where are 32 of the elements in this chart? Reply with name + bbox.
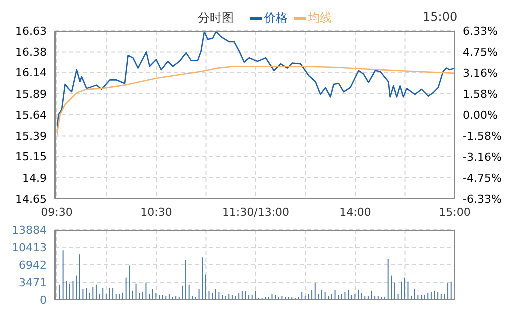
y2-tick-label: 1.58% bbox=[463, 88, 498, 102]
y2-tick-label: 0.00% bbox=[463, 109, 498, 122]
x-tick-label: 11:30/13:00 bbox=[222, 206, 290, 219]
y-tick-label: 15.64 bbox=[16, 109, 47, 122]
y2-tick-label: -3.16% bbox=[463, 150, 502, 164]
y-tick-label: 14.9 bbox=[22, 172, 47, 185]
y-tick-label: 15.15 bbox=[16, 150, 47, 164]
y-tick-label: 15.39 bbox=[16, 130, 47, 144]
y-tick-label: 6942 bbox=[19, 259, 47, 272]
y2-tick-label: -1.58% bbox=[463, 130, 502, 143]
x-tick-label: 10:30 bbox=[140, 206, 172, 219]
y-tick-label: 3471 bbox=[19, 276, 47, 290]
chart-title: 分时图 bbox=[198, 10, 234, 27]
y-tick-label: 10413 bbox=[12, 242, 47, 254]
text: 15:00 bbox=[423, 10, 458, 24]
y2-tick-label: 3.16% bbox=[463, 67, 498, 80]
y2-tick-label: -4.75% bbox=[463, 172, 502, 186]
y-tick-label: 16.38 bbox=[16, 46, 47, 60]
y-tick-label: 16.63 bbox=[16, 25, 47, 38]
y-tick-label: 0 bbox=[40, 294, 47, 307]
y-tick-label: 13884 bbox=[12, 224, 47, 237]
y2-tick-label: 6.33% bbox=[463, 25, 498, 38]
y-tick-label: 15.89 bbox=[16, 88, 47, 101]
legend-label: 价格 bbox=[264, 10, 288, 27]
y2-tick-label: -6.33% bbox=[463, 193, 502, 206]
y-tick-label: 16.14 bbox=[16, 66, 47, 80]
x-tick-label: 15:00 bbox=[439, 206, 471, 219]
x-tick-label: 14:00 bbox=[340, 206, 372, 219]
legend-label: 均线 bbox=[308, 10, 332, 27]
y-tick-label: 14.65 bbox=[16, 193, 47, 206]
y2-tick-label: 4.75% bbox=[463, 46, 498, 59]
x-tick-label: 09:30 bbox=[41, 206, 73, 219]
